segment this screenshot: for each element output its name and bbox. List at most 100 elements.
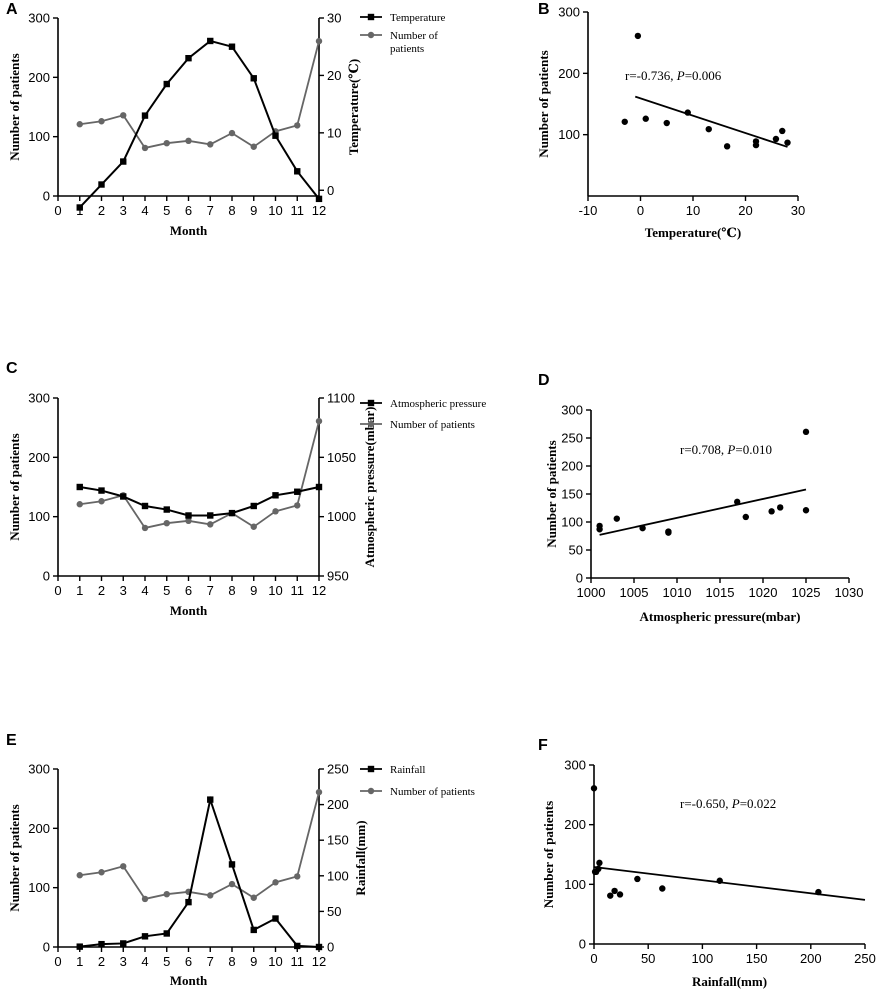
panel-f-x-tick-label: 0: [590, 951, 597, 966]
panel-a-x-tick-label: 11: [291, 203, 305, 218]
panel-e-x-tick-label: 1: [76, 954, 83, 969]
panel-c-x-tick-label: 0: [54, 583, 61, 598]
panel-d-x-tick-label: 1020: [749, 585, 778, 600]
panel-e-x-tick-label: 6: [185, 954, 192, 969]
panel-d-data-point: [639, 524, 646, 532]
panel-d-correlation-annotation: r=0.708, P=0.010: [680, 442, 772, 457]
panel-d-annotation-r: r=0.708,: [680, 442, 727, 457]
panel-b-correlation-annotation: r=-0.736, P=0.006: [625, 68, 722, 83]
panel-c-atmospheric-pressure-point: [272, 492, 279, 499]
panel-d-y-tick-label: 300: [561, 403, 583, 418]
panel-d-label: D: [538, 372, 550, 389]
panel-e-rainfall-point: [185, 898, 192, 906]
panel-a-temperature-point: [76, 204, 83, 211]
panel-a-number-of-patients-point: [163, 139, 170, 147]
panel-e-number-of-patients-point: [228, 880, 236, 888]
panel-c-atmospheric-pressure-line: [79, 486, 320, 517]
panel-b-fit-line: [634, 95, 788, 148]
panel-b-annotation-value: =0.006: [685, 68, 722, 83]
panel-a-y2-axis-label: Temperature(℃): [346, 59, 361, 155]
panel-c-number-of-patients-point: [185, 517, 192, 525]
panel-c-atmospheric-pressure-point: [228, 509, 236, 517]
panel-b-y-tick-label: 300: [558, 5, 580, 20]
panel-e-legend-number-of-patients-text: Number of patients: [390, 786, 475, 798]
panel-d-data-point: [802, 507, 810, 514]
panel-c-x-tick-label: 4: [141, 583, 148, 598]
panel-a-y-tick-label: 0: [43, 189, 50, 204]
panel-a-number-of-patients-point: [228, 129, 236, 137]
panel-e-y2-tick-label: 250: [327, 762, 349, 777]
panel-d-x-tick-label: 1000: [577, 585, 606, 600]
panel-d-data-point: [596, 526, 603, 533]
panel-e-number-of-patients-point: [163, 890, 170, 898]
panel-e-number-of-patients-point: [141, 895, 149, 903]
panel-f-x-axis-label: Rainfall(mm): [692, 974, 767, 989]
panel-d-data-point: [768, 508, 775, 515]
panel-b-annotation-p: P: [676, 68, 685, 83]
panel-a-x-tick-label: 4: [141, 203, 148, 218]
panel-c-x-tick-label: 2: [98, 583, 105, 598]
panel-c-atmospheric-pressure-point: [207, 512, 214, 519]
panel-a-x-tick-label: 10: [268, 203, 282, 218]
panel-e-rainfall-point: [207, 796, 214, 803]
panel-f-data-point: [634, 875, 641, 883]
panel-d-y-axis-label: Number of patients: [544, 440, 559, 547]
panel-e-rainfall-point: [76, 943, 83, 950]
panel-c-x-tick-label: 5: [163, 583, 170, 598]
panel-e-rainfall-point: [250, 926, 257, 934]
panel-e-label: E: [6, 732, 17, 749]
panel-f-x-tick-label: 200: [800, 951, 822, 966]
panel-a-legend-number-of-patients-text: Number of: [390, 30, 438, 42]
panel-d-annotation-value: =0.010: [735, 442, 772, 457]
panel-c-atmospheric-pressure-point: [76, 483, 83, 491]
panel-c-x-tick-label: 10: [268, 583, 282, 598]
panel-a-temperature-line: [79, 39, 320, 209]
panel-b-y-tick-label: 200: [558, 66, 580, 81]
panel-e-rainfall-point: [120, 940, 127, 947]
panel-b-x-tick-label: 30: [791, 203, 805, 218]
panel-c-x-tick-label: 12: [312, 583, 326, 598]
panel-c-number-of-patients-point: [294, 502, 301, 509]
panel-c-x-tick-label: 8: [228, 583, 235, 598]
panel-b-x-tick-label: 0: [637, 203, 644, 218]
panel-a-number-of-patients-point: [294, 122, 301, 129]
panel-c-number-of-patients-point: [272, 508, 279, 515]
panel-b-x-axis-label: Temperature(℃): [645, 225, 741, 240]
panel-e-x-axis-label: Month: [170, 973, 208, 988]
panel-f-fit-line: [593, 866, 866, 901]
panel-f-data-point: [596, 859, 603, 867]
panel-d-y-tick-label: 250: [561, 431, 583, 446]
panel-a-temperature-point: [141, 112, 149, 119]
panel-a-number-of-patients-point: [315, 37, 323, 45]
panel-e-x-tick-label: 4: [141, 954, 148, 969]
panel-a-x-tick-label: 0: [54, 203, 61, 218]
panel-c-legend-number-of-patients-marker: [367, 420, 375, 428]
panel-d-x-tick-label: 1025: [792, 585, 821, 600]
panel-f-data-point: [716, 877, 723, 884]
panel-f-annotation-value: =0.022: [740, 796, 777, 811]
panel-b-annotation-r: r=-0.736,: [625, 68, 677, 83]
panel-a-number-of-patients-line: [79, 40, 320, 149]
panel-f-y-tick-label: 100: [564, 877, 586, 892]
panel-c-x-tick-label: 6: [185, 583, 192, 598]
panel-b-y-axis-label: Number of patients: [536, 50, 551, 157]
panel-c-atmospheric-pressure-point: [120, 493, 127, 500]
panel-a-x-tick-label: 9: [250, 203, 257, 218]
panel-c-y-tick-label: 100: [28, 509, 50, 524]
panel-e-y-tick-label: 100: [28, 880, 50, 895]
panel-c-legend-atmospheric-pressure-marker: [367, 399, 375, 407]
panel-f-label: F: [538, 737, 548, 754]
panel-d-x-tick-label: 1005: [620, 585, 649, 600]
panel-e-legend-rainfall-text: Rainfall: [390, 764, 425, 776]
panel-a-temperature-point: [315, 195, 323, 203]
panel-b-x-tick-label: -10: [579, 203, 598, 218]
panel-b-data-point: [752, 141, 760, 149]
panel-a-x-tick-label: 6: [185, 203, 192, 218]
panel-d-data-point: [742, 513, 749, 521]
panel-c-number-of-patients-point: [163, 519, 170, 527]
panel-c-atmospheric-pressure-point: [185, 512, 192, 519]
panel-e-x-tick-label: 10: [268, 954, 282, 969]
panel-b-data-point: [684, 109, 691, 116]
panel-e-y-tick-label: 200: [28, 821, 50, 836]
panel-a-number-of-patients-point: [185, 137, 192, 145]
